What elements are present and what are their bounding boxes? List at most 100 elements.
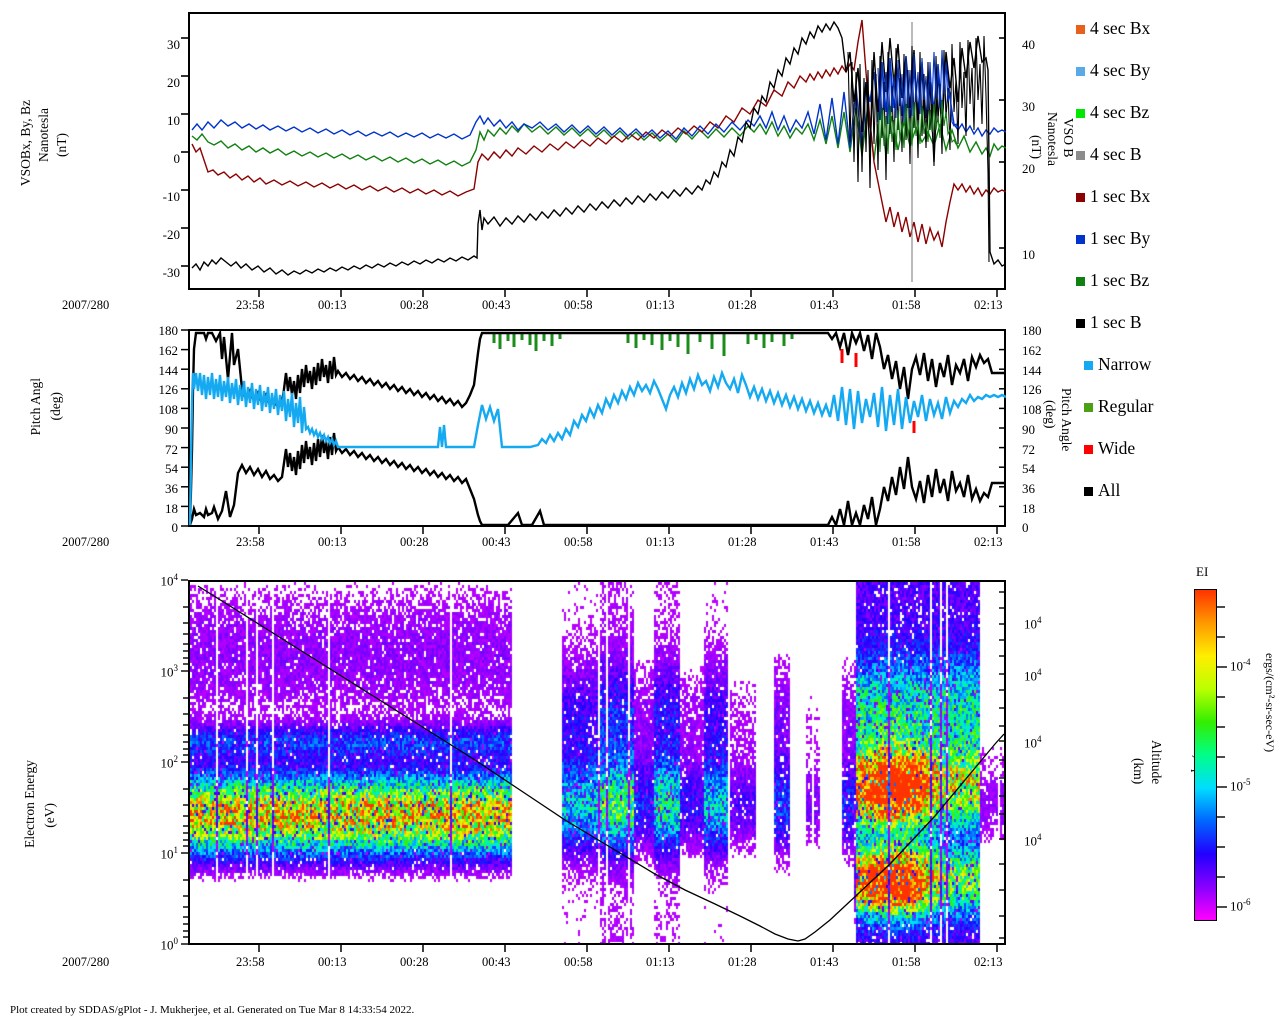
legend-item-1sec-bx[interactable]: 1 sec Bx bbox=[1076, 176, 1276, 218]
ytick-exponent: 4 bbox=[1037, 615, 1042, 625]
legend-label: 1 sec Bx bbox=[1090, 186, 1151, 207]
ytick: 20 bbox=[167, 75, 180, 90]
xtick-label: 01:13 bbox=[646, 955, 675, 969]
xtick-label: 00:43 bbox=[482, 535, 511, 549]
ytick: 36 bbox=[1022, 481, 1035, 496]
spectrogram-ylabel-right-units: (km) bbox=[1131, 758, 1146, 785]
xtick-label: 01:13 bbox=[646, 535, 675, 549]
legend-item-wide[interactable]: Wide bbox=[1076, 428, 1276, 470]
spectrogram-date-label: 2007/280 bbox=[62, 955, 110, 969]
footer-credit: Plot created by SDDAS/gPlot - J. Mukherj… bbox=[10, 1004, 415, 1016]
xtick-label: 02:13 bbox=[974, 955, 1003, 969]
colorbar-tick: 10-6 bbox=[1230, 897, 1251, 914]
colorbar-tick-exponent: -5 bbox=[1243, 777, 1251, 787]
colorbar-gradient bbox=[1194, 589, 1217, 921]
legend-item-4sec-b[interactable]: 4 sec B bbox=[1076, 134, 1276, 176]
xtick-label: 01:28 bbox=[728, 955, 757, 969]
ytick: 104 bbox=[1024, 667, 1042, 684]
ytick: 72 bbox=[1022, 442, 1035, 457]
legend-label: Regular bbox=[1098, 396, 1154, 417]
ytick: 180 bbox=[1022, 323, 1042, 338]
legend-swatch-icon bbox=[1076, 24, 1085, 34]
ytick: 10 bbox=[167, 113, 180, 128]
spectrogram-ylabel-left: Electron Energy bbox=[22, 760, 37, 848]
ytick: 126 bbox=[158, 382, 179, 397]
xtick-label: 00:28 bbox=[400, 955, 429, 969]
pitch-ylabel-right-units: (deg) bbox=[1043, 400, 1058, 429]
xtick-label: 23:58 bbox=[236, 955, 265, 969]
ytick: 54 bbox=[1022, 461, 1035, 476]
xtick-label: 00:43 bbox=[482, 955, 511, 969]
magnetic-yticks-left: 30 20 10 0 -10 -20 -30 bbox=[140, 12, 186, 290]
legend-swatch-icon bbox=[1076, 318, 1085, 328]
legend-item-1sec-bz[interactable]: 1 sec Bz bbox=[1076, 260, 1276, 302]
legend-item-4sec-bz[interactable]: 4 sec Bz bbox=[1076, 92, 1276, 134]
xtick-label: 01:58 bbox=[892, 535, 921, 549]
ytick: -20 bbox=[162, 227, 180, 242]
legend-label: 4 sec Bz bbox=[1090, 102, 1150, 123]
ytick: 180 bbox=[158, 323, 179, 338]
ytick: 100 bbox=[160, 936, 179, 953]
ytick: 162 bbox=[158, 343, 179, 358]
ytick: 144 bbox=[1022, 363, 1042, 378]
pitch-yticks-left: 180 162 144 126 108 90 72 54 36 18 0 bbox=[138, 324, 186, 534]
ytick-exponent: 4 bbox=[1037, 734, 1042, 744]
ytick: 0 bbox=[1022, 520, 1029, 535]
spectrogram-yticks-right: 104 104 104 104 bbox=[1012, 580, 1072, 945]
spectrogram-axis-ticks bbox=[181, 579, 1006, 945]
legend-item-4sec-bx[interactable]: 4 sec Bx bbox=[1076, 8, 1276, 50]
pitch-plot-frame bbox=[188, 329, 1006, 527]
magnetic-ylabel-right-units: Nanotesla bbox=[1045, 112, 1060, 166]
spectrogram-panel: Electron Energy (eV) 104 103 102 101 100… bbox=[0, 560, 1206, 980]
magnetic-yticks-right: 40 30 20 10 bbox=[1012, 12, 1052, 290]
xtick-label: 00:13 bbox=[318, 298, 347, 312]
xtick-label: 02:13 bbox=[974, 298, 1003, 312]
colorbar-tick-exponent: -4 bbox=[1243, 657, 1251, 667]
xtick-label: 00:13 bbox=[318, 955, 347, 969]
colorbar-title: EI bbox=[1196, 564, 1209, 579]
magnetic-date-label: 2007/280 bbox=[62, 298, 110, 312]
legend-swatch-icon bbox=[1084, 402, 1093, 412]
pitch-yticks-right: 180 162 144 126 108 90 72 54 36 18 0 bbox=[1012, 324, 1060, 534]
ytick-exponent: 0 bbox=[173, 936, 179, 946]
legend-swatch-icon bbox=[1076, 234, 1085, 244]
ytick: 72 bbox=[165, 442, 178, 457]
legend-item-all[interactable]: All bbox=[1076, 470, 1276, 512]
ytick-exponent: 2 bbox=[173, 754, 179, 764]
magnetic-ylabel-right: VSO B bbox=[1061, 118, 1076, 158]
legend-item-regular[interactable]: Regular bbox=[1076, 386, 1276, 428]
ytick: 20 bbox=[1022, 161, 1035, 176]
legend-item-narrow[interactable]: Narrow bbox=[1076, 344, 1276, 386]
spectrogram-xaxis: 2007/280 23:58 00:13 00:28 00:43 00:58 0… bbox=[0, 945, 1070, 975]
spectrogram-ylabel-left-units: (eV) bbox=[42, 803, 57, 828]
pitch-plot-canvas bbox=[188, 329, 1006, 527]
legend-swatch-icon bbox=[1084, 486, 1093, 496]
ytick-exponent: 4 bbox=[1037, 667, 1042, 677]
legend-item-4sec-by[interactable]: 4 sec By bbox=[1076, 50, 1276, 92]
ytick: 144 bbox=[158, 363, 179, 378]
pitch-date-label: 2007/280 bbox=[62, 535, 110, 549]
xtick-label: 00:28 bbox=[400, 535, 429, 549]
legend-item-1sec-by[interactable]: 1 sec By bbox=[1076, 218, 1276, 260]
legend-swatch-icon bbox=[1076, 276, 1085, 286]
colorbar-tick: 10-5 bbox=[1230, 777, 1251, 794]
legend-label: 4 sec Bx bbox=[1090, 18, 1151, 39]
legend-label: 1 sec B bbox=[1090, 312, 1142, 333]
legend-swatch-icon bbox=[1076, 108, 1085, 118]
legend-label: 4 sec By bbox=[1090, 60, 1151, 81]
legend: 4 sec Bx 4 sec By 4 sec Bz 4 sec B 1 sec… bbox=[1076, 8, 1276, 512]
legend-swatch-icon bbox=[1076, 150, 1085, 160]
magnetic-ylabel-left-unit-abbr: (nT) bbox=[54, 133, 69, 157]
legend-label: 1 sec By bbox=[1090, 228, 1151, 249]
xtick-label: 23:58 bbox=[236, 298, 265, 312]
ytick: 30 bbox=[167, 37, 180, 52]
spectrogram-canvas bbox=[190, 582, 1004, 943]
ytick: 10 bbox=[1022, 247, 1035, 262]
legend-item-1sec-b[interactable]: 1 sec B bbox=[1076, 302, 1276, 344]
legend-label: 4 sec B bbox=[1090, 144, 1142, 165]
ytick: 54 bbox=[165, 461, 178, 476]
ytick: 103 bbox=[160, 663, 179, 680]
xtick-label: 00:58 bbox=[564, 535, 593, 549]
ytick: 18 bbox=[1022, 501, 1035, 516]
xtick-label: 00:43 bbox=[482, 298, 511, 312]
